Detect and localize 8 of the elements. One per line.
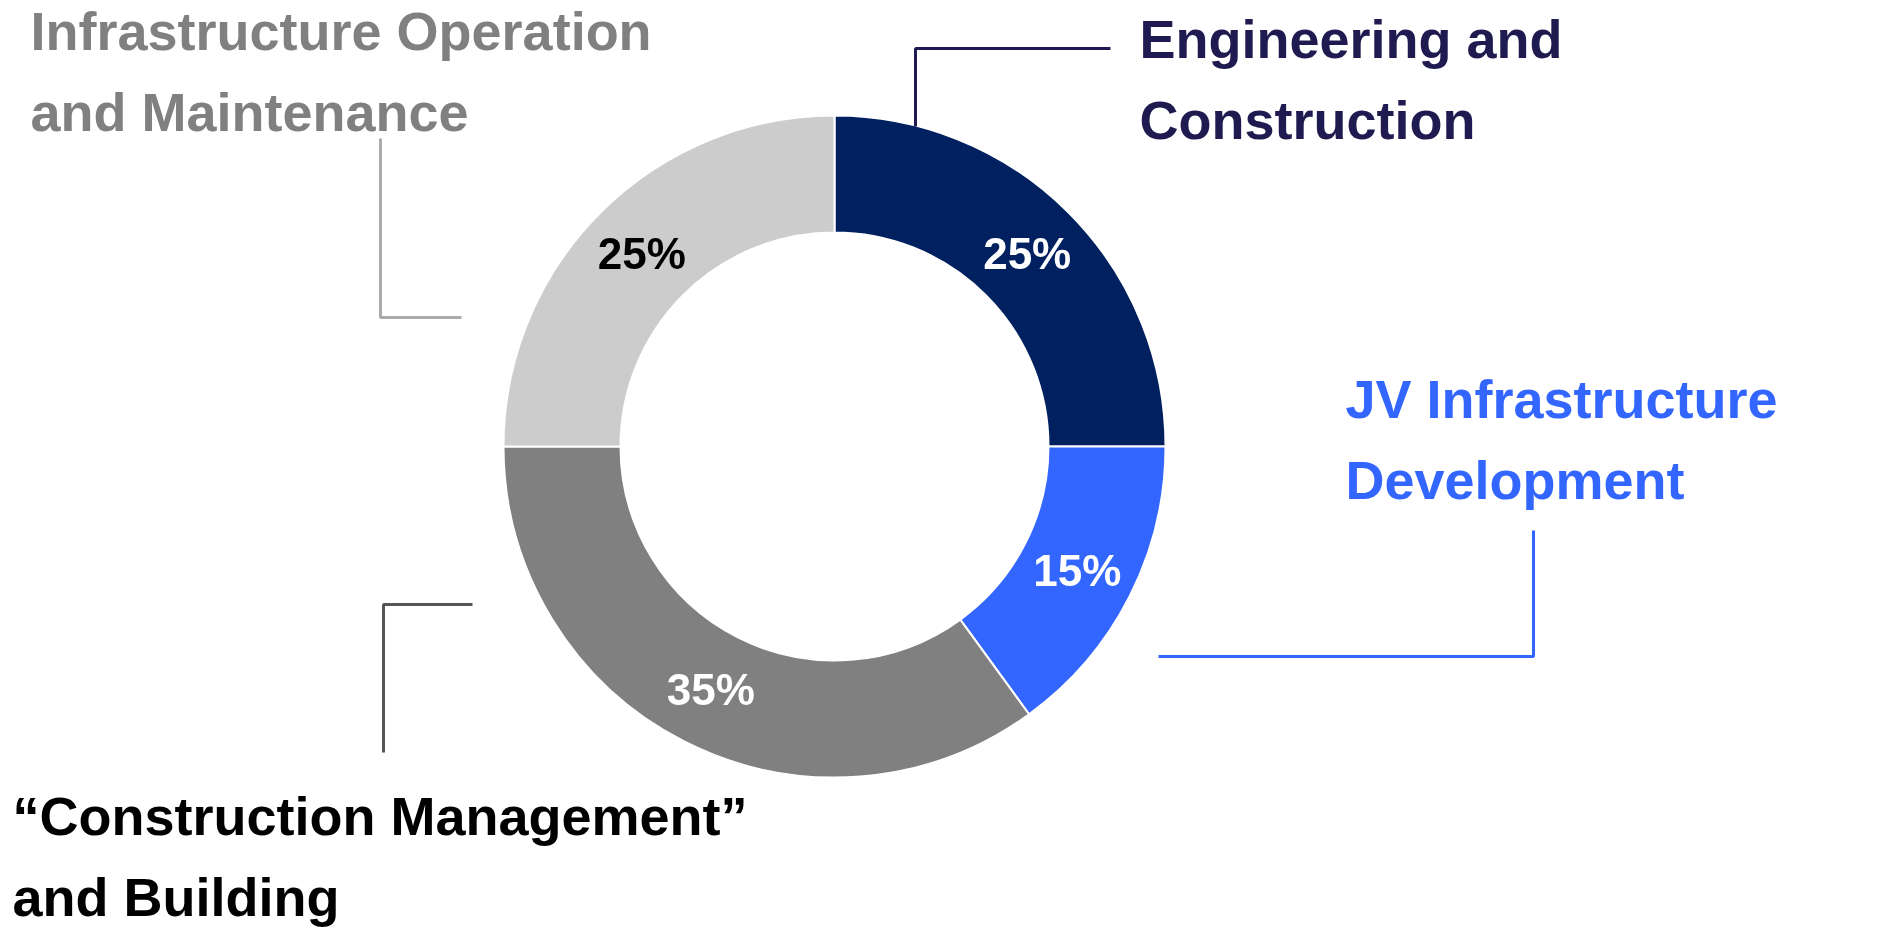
slice-label: Engineering and Construction bbox=[1139, 8, 1563, 150]
slice-label: “Construction Management” and Building bbox=[12, 785, 748, 927]
slice-label: JV Infrastructure Development bbox=[1345, 368, 1778, 510]
data-label: 25% bbox=[983, 229, 1072, 279]
data-label: 25% bbox=[597, 229, 686, 279]
data-label: 35% bbox=[666, 664, 755, 714]
slice-label: Infrastructure Operation and Maintenance bbox=[30, 0, 652, 142]
data-label: 15% bbox=[1033, 545, 1122, 595]
